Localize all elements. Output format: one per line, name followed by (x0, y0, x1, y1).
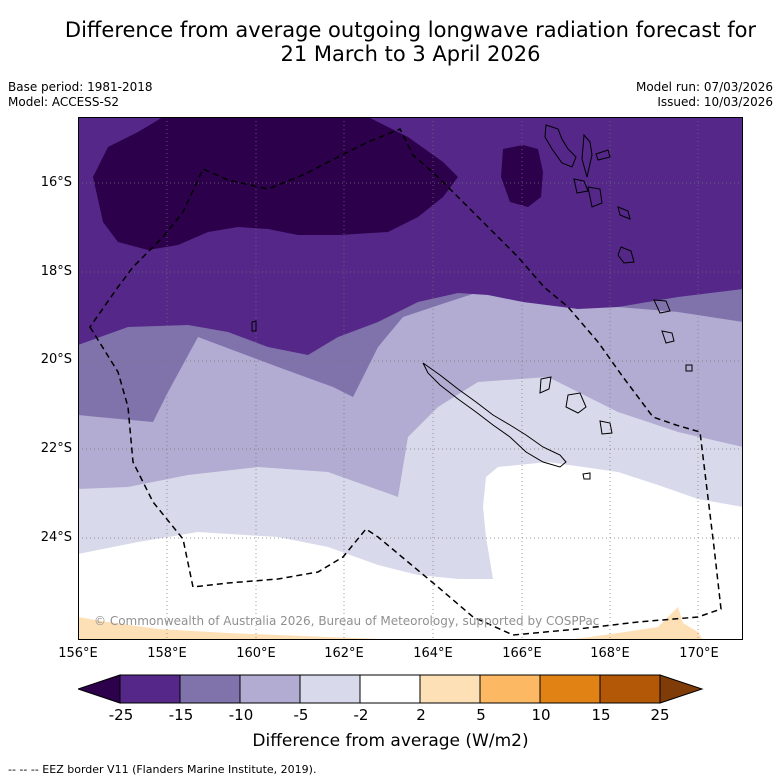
lon-label-162e: 162°E (324, 646, 364, 661)
colorbar-tick-minus15: -15 (168, 706, 194, 724)
lon-label-168e: 168°E (590, 646, 630, 661)
lat-label-22s: 22°S (40, 441, 72, 456)
model-name: Model: ACCESS-S2 (8, 95, 120, 109)
coastlines (251, 124, 693, 480)
colorbar-tick-minus2: -2 (353, 706, 369, 724)
base-period: Base period: 1981-2018 (8, 80, 153, 94)
issued-date: Issued: 10/03/2026 (657, 95, 773, 109)
lat-label-20s: 20°S (40, 352, 72, 367)
title-line-2: 21 March to 3 April 2026 (280, 42, 541, 66)
colorbar-extend-high (659, 674, 704, 704)
contour-band-minus25 (93, 117, 458, 250)
lon-label-160e: 160°E (236, 646, 276, 661)
colorbar-tick-5: 5 (476, 706, 486, 724)
vanuatu-island-3 (595, 149, 611, 161)
vanuatu-island-7 (617, 246, 635, 264)
loyalty-island-1 (539, 376, 552, 394)
forecast-map (78, 117, 743, 640)
meta-left: Base period: 1981-2018 Model: ACCESS-S2 (8, 80, 153, 110)
colorbar-tick-2: 2 (416, 706, 426, 724)
colorbar-extend-low (78, 674, 121, 704)
vanuatu-island-4 (573, 178, 589, 194)
eez-border (89, 128, 722, 636)
meta-right: Model run: 07/03/2026 Issued: 10/03/2026 (636, 80, 773, 110)
colorbar-tick-25: 25 (650, 706, 670, 724)
matthew-island (661, 330, 675, 344)
colorbar-label: Difference from average (W/m2) (252, 731, 529, 751)
contour-band-plus2-east (568, 607, 703, 640)
chesterfield-islet (251, 320, 257, 332)
lon-label-164e: 164°E (413, 646, 453, 661)
new-caledonia (422, 362, 567, 468)
colorbar-segment-1 (119, 674, 181, 704)
vanuatu-island-5 (587, 186, 603, 208)
colorbar-segment-6 (419, 674, 481, 704)
copyright-notice: © Commonwealth of Australia 2026, Bureau… (94, 614, 600, 628)
contour-band-plus2 (78, 617, 408, 640)
model-run: Model run: 07/03/2026 (635, 80, 773, 94)
vanuatu-island-1 (544, 124, 577, 168)
colorbar-segment-8 (539, 674, 601, 704)
colorbar-segment-4 (299, 674, 361, 704)
vanuatu-island-2 (581, 133, 593, 178)
reef-islet (685, 364, 693, 372)
map-title: Difference from average outgoing longwav… (0, 18, 781, 66)
lat-label-18s: 18°S (40, 264, 72, 279)
lat-label-16s: 16°S (40, 175, 72, 190)
lat-label-24s: 24°S (40, 530, 72, 545)
loyalty-island-3 (599, 420, 613, 435)
map-frame (78, 117, 743, 640)
graticule (78, 117, 743, 640)
colorbar-segment-2 (179, 674, 241, 704)
lon-label-158e: 158°E (147, 646, 187, 661)
colorbar-tick-minus5: -5 (293, 706, 309, 724)
lon-label-166e: 166°E (502, 646, 542, 661)
hunter-island (653, 299, 671, 314)
vanuatu-island-6 (617, 206, 631, 220)
eez-legend-note: -- -- -- EEZ border V11 (Flanders Marine… (8, 763, 317, 776)
colorbar-segment-5 (359, 674, 421, 704)
colorbar-segment-9 (599, 674, 661, 704)
colorbar-segment-3 (239, 674, 301, 704)
colorbar-segment-7 (479, 674, 541, 704)
loyalty-island-2 (565, 392, 587, 414)
colorbar-tick-minus25: -25 (108, 706, 134, 724)
title-line-1: Difference from average outgoing longwav… (64, 18, 757, 42)
colorbar-tick-10: 10 (531, 706, 551, 724)
colorbar-tick-15: 15 (591, 706, 611, 724)
lon-label-156e: 156°E (58, 646, 98, 661)
isle-of-pines (582, 472, 591, 480)
contour-band-minus25-east (501, 145, 543, 207)
colorbar-tick-minus10: -10 (228, 706, 254, 724)
colorbar (78, 674, 704, 704)
lon-label-170e: 170°E (679, 646, 719, 661)
